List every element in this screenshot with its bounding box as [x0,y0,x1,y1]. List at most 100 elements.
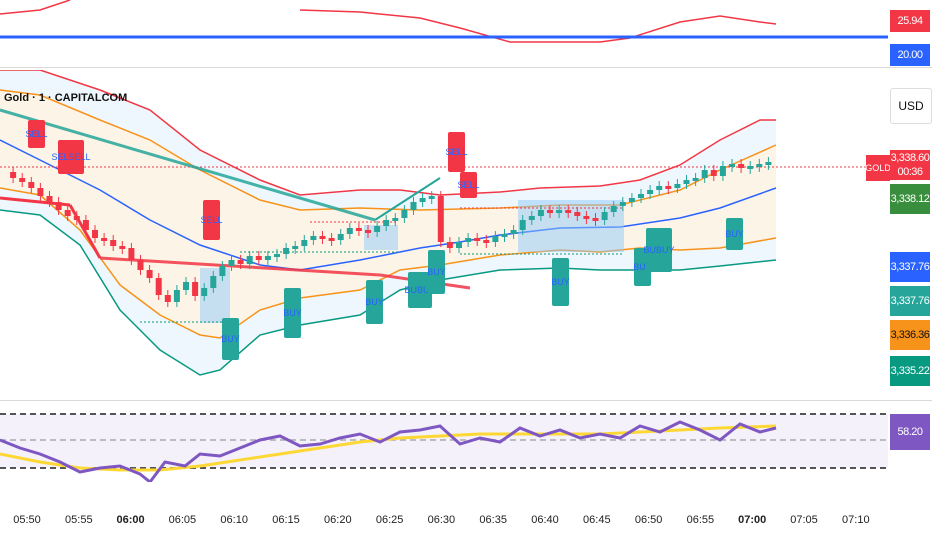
time-axis-tick: 06:10 [220,514,248,526]
candle-body [583,216,590,219]
buy-signal-label: BUY [283,288,302,338]
candle-body [173,290,180,302]
candle-body [401,210,408,218]
candle-body [128,248,135,260]
pane-separator[interactable] [0,400,932,401]
candle-body [747,166,754,169]
sell-signal-label: SELL [445,132,468,172]
candle-body [219,266,226,276]
candle-body [610,206,617,212]
currency-selector[interactable]: USD [890,88,932,124]
candle-body [710,170,717,176]
indicator-pane-top[interactable] [0,0,888,66]
candle-body [410,202,417,210]
candle-body [601,212,608,220]
candle-body [164,295,171,302]
candle-body [729,164,735,167]
pane-separator[interactable] [0,67,932,68]
gold-symbol-tag: GOLD [865,155,891,181]
sell-signal-label: SELL [25,120,48,148]
candle-body [10,172,17,178]
top-red-value-tag: 25.94 [890,10,930,32]
candle-body [264,256,271,260]
candle-body [110,240,117,246]
sell-signal-label: SELL [200,200,223,240]
candle-body [19,178,26,182]
candle-body [501,234,508,237]
candle-body [37,188,44,196]
candle-body [383,220,390,226]
candle-body [155,278,162,295]
candle-body [292,246,299,249]
candle-body [638,194,644,198]
candle-body [201,288,208,296]
time-axis-tick: 06:35 [479,514,507,526]
candle-body [647,190,654,194]
candle-body [328,238,335,241]
top-indicator-plot [0,0,888,43]
candle-body [183,282,189,290]
candle-body [483,240,490,243]
candle-body [619,202,626,206]
candle-body [565,210,572,213]
time-axis-tick: 06:50 [634,514,663,526]
time-axis-tick: 06:25 [375,514,404,526]
candle-body [510,230,517,234]
candle-body [73,216,80,220]
candle-body [319,236,326,239]
candle-body [355,228,362,231]
buy-signal-label: BUBUY [644,228,675,272]
candle-body [64,210,71,216]
time-axis-tick: 06:40 [531,514,559,526]
last-price-value: 3,338.60 [890,152,930,164]
price-tag: 3,337.76 [890,286,930,316]
time-axis-tick: 06:30 [427,514,456,526]
rsi-pane[interactable] [0,404,888,485]
candle-body [592,218,599,221]
candle-body [465,238,472,242]
time-axis-tick: 06:05 [168,514,197,526]
price-tag: 3,336.36 [890,320,930,350]
candle-body [146,270,153,278]
candle-body [456,242,462,248]
symbol-label[interactable]: Gold · 1 · CAPITALCOM [4,92,128,104]
time-axis-tick: 05:50 [13,514,41,526]
time-axis-tick: 06:15 [272,514,300,526]
candle-body [628,198,635,202]
sell-signal-label: SELSELL [51,140,91,174]
candle-body [137,260,144,270]
candle-body [46,196,53,202]
price-chart-pane[interactable] [0,69,888,398]
candle-body [556,210,563,213]
candle-body [346,228,353,234]
candle-body [683,180,690,184]
candle-body [392,218,399,221]
candle-body [765,162,772,165]
candle-body [228,260,235,266]
candle-body [528,216,535,220]
candle-body [301,240,308,246]
time-axis-tick: 06:00 [116,514,145,526]
candle-body [537,210,544,216]
candle-body [365,230,371,233]
buy-signal-label: BUY [365,280,384,324]
candle-body [55,202,62,210]
candle-body [192,282,199,296]
candle-body [92,230,98,238]
buy-signal-label: BUY [221,318,240,360]
candle-body [474,238,481,241]
time-axis-tick: 07:00 [738,514,767,526]
candle-body [547,210,553,213]
time-axis-tick: 07:05 [790,514,818,526]
candle-body [446,242,453,248]
candle-body [82,220,89,230]
time-axis-tick: 06:45 [583,514,611,526]
candle-body [101,238,108,241]
candle-body [665,186,672,189]
candle-body [374,226,381,232]
candle-body [283,248,290,254]
time-axis-tick: 07:10 [842,514,870,526]
time-axis-tick: 06:55 [686,514,715,526]
rsi-value-tag: 58.20 [890,414,930,450]
top-blue-value-tag: 20.00 [890,44,930,66]
